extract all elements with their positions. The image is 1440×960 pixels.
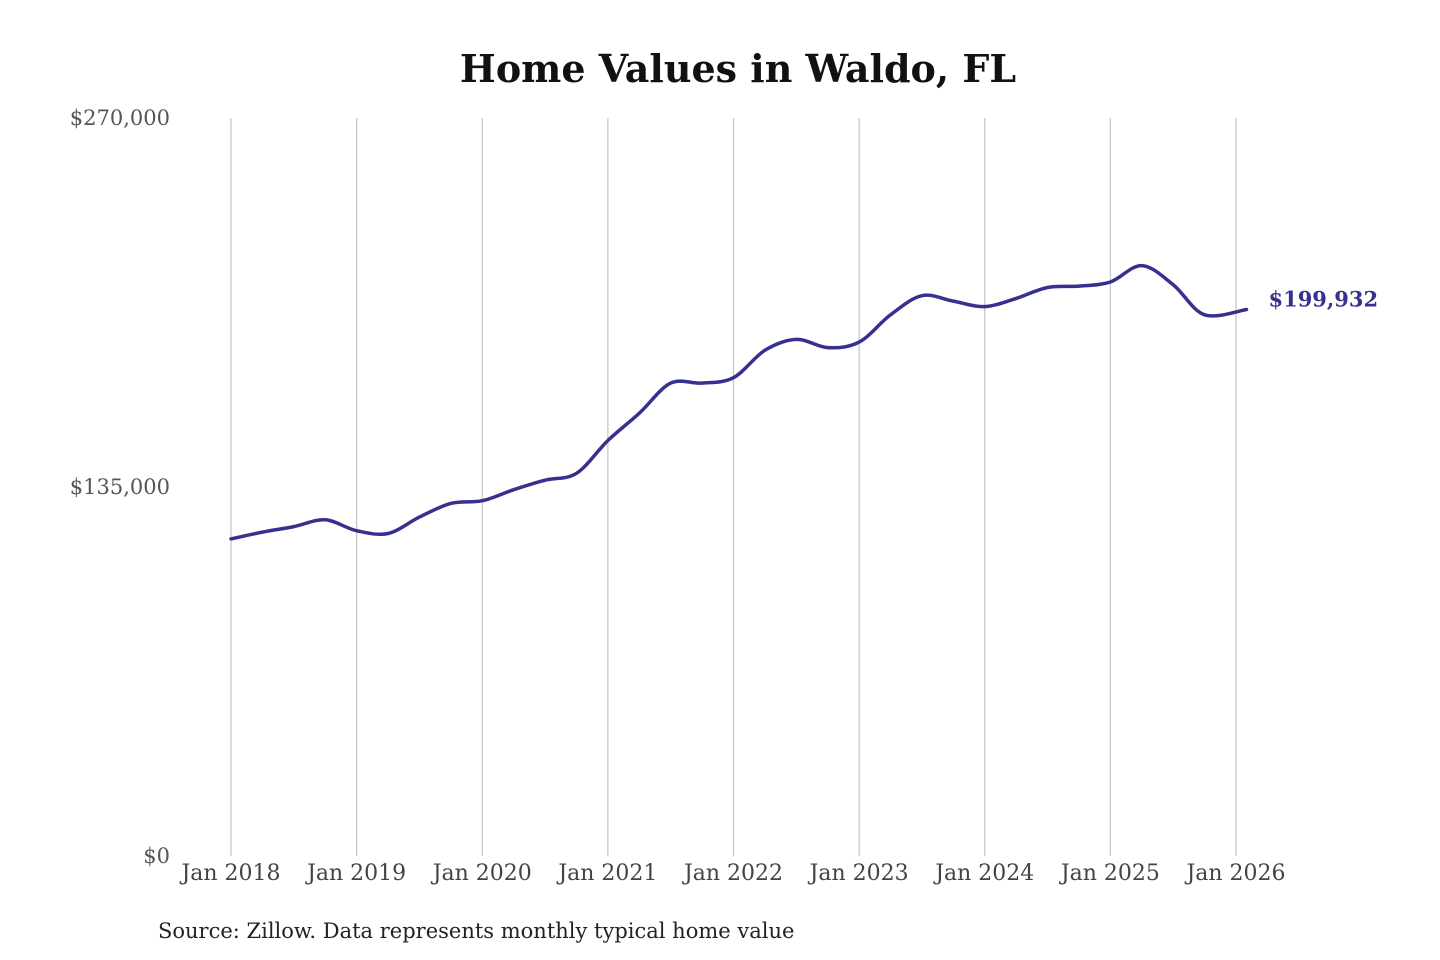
x-tick-label: Jan 2020 bbox=[431, 861, 532, 886]
y-tick-label: $270,000 bbox=[70, 106, 170, 130]
latest-value-label: $199,932 bbox=[1268, 287, 1378, 312]
vertical-grid bbox=[230, 118, 1237, 856]
x-tick-label: Jan 2023 bbox=[808, 861, 909, 886]
chart-title: Home Values in Waldo, FL bbox=[460, 46, 1016, 91]
y-axis-ticks: $0 $135,000 $270,000 bbox=[70, 106, 170, 868]
x-tick-label: Jan 2026 bbox=[1184, 861, 1285, 886]
home-value-series-line bbox=[229, 263, 1249, 541]
x-tick-label: Jan 2019 bbox=[305, 861, 406, 886]
x-tick-label: Jan 2025 bbox=[1059, 861, 1160, 886]
y-tick-label: $0 bbox=[143, 844, 170, 868]
x-tick-label: Jan 2018 bbox=[179, 861, 280, 886]
x-axis-ticks: Jan 2018 Jan 2019 Jan 2020 Jan 2021 Jan 2022… bbox=[179, 861, 1285, 886]
x-tick-label: Jan 2021 bbox=[556, 861, 657, 886]
y-tick-label: $135,000 bbox=[70, 475, 170, 499]
x-tick-label: Jan 2024 bbox=[933, 861, 1034, 886]
x-tick-label: Jan 2022 bbox=[682, 861, 783, 886]
source-note: Source: Zillow. Data represents monthly … bbox=[158, 919, 794, 943]
